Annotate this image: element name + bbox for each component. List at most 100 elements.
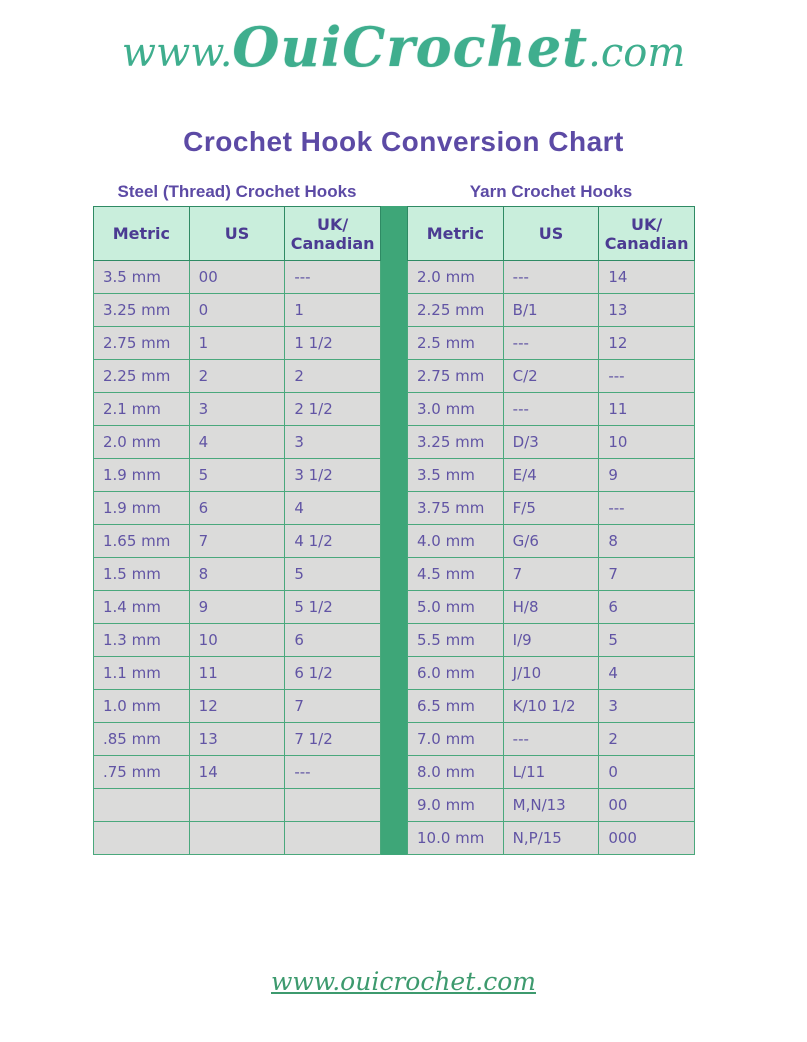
table-cell: 7 [188,524,286,558]
table-row: 3.25 mm D/3 10 [407,425,695,459]
table-cell: 2 [598,722,695,756]
table-row: 4.0 mm G/6 8 [407,524,695,558]
yarn-hooks-body: 2.0 mm --- 14 2.25 mm B/1 13 2.5 mm --- 12 2.75 m… [407,260,695,855]
header-row: Metric US UK/ Canadian [93,206,381,261]
logo-suffix: .com [588,30,686,76]
footer-site-link[interactable]: www.ouicrochet.com [271,967,536,996]
table-cell: 1 [284,293,381,327]
table-row: 1.9 mm 5 3 1/2 [93,458,381,492]
steel-hooks-header: Metric US UK/ Canadian [93,206,381,261]
table-row: 1.1 mm 11 6 1/2 [93,656,381,690]
table-cell: H/8 [502,590,600,624]
table-row: 5.5 mm I/9 5 [407,623,695,657]
table-row: 2.0 mm 4 3 [93,425,381,459]
table-cell: F/5 [502,491,600,525]
table-cell: L/11 [502,755,600,789]
table-cell: --- [502,260,600,294]
table-cell: 7 1/2 [284,722,381,756]
table-cell: 13 [598,293,695,327]
table-cell: 12 [188,689,286,723]
header-metric: Metric [407,206,504,261]
table-cell: 12 [598,326,695,360]
table-cell: 5 [598,623,695,657]
table-cell: 0 [188,293,286,327]
table-row: 7.0 mm --- 2 [407,722,695,756]
table-cell: 3.25 mm [93,293,190,327]
table-cell [188,788,286,822]
table-cell [93,788,190,822]
table-cell: 8 [598,524,695,558]
table-cell: 8.0 mm [407,755,504,789]
table-cell: 2.5 mm [407,326,504,360]
table-cell: 4 [188,425,286,459]
table-cell: N,P/15 [502,821,600,855]
table-cell: 4 1/2 [284,524,381,558]
table-cell: 10.0 mm [407,821,504,855]
table-cell: 6 [284,623,381,657]
table-row: 1.0 mm 12 7 [93,689,381,723]
table-cell: 2 [188,359,286,393]
header-uk-canadian: UK/ Canadian [598,206,695,261]
table-cell: 1.4 mm [93,590,190,624]
table-row: 2.75 mm 1 1 1/2 [93,326,381,360]
site-logo: www.OuiCrochet.com [0,0,807,94]
steel-hooks-table: Metric US UK/ Canadian 3.5 mm 00 --- 3.25 m… [93,206,381,855]
table-row: 2.25 mm 2 2 [93,359,381,393]
table-cell: 9 [598,458,695,492]
table-cell: 5 [284,557,381,591]
table-cell: 4.5 mm [407,557,504,591]
header-uk-canadian: UK/ Canadian [284,206,381,261]
table-cell: 14 [188,755,286,789]
table-cell: I/9 [502,623,600,657]
logo-prefix: www. [121,30,233,76]
table-row: .75 mm 14 --- [93,755,381,789]
table-cell [188,821,286,855]
table-cell: 8 [188,557,286,591]
table-cell: 6.5 mm [407,689,504,723]
table-cell: K/10 1/2 [502,689,600,723]
steel-hooks-body: 3.5 mm 00 --- 3.25 mm 0 1 2.75 mm 1 1 1/2 2.25 mm… [93,260,381,855]
table-cell: 11 [598,392,695,426]
table-cell [284,821,381,855]
table-cell: 7 [502,557,600,591]
yarn-hooks-table: Metric US UK/ Canadian 2.0 mm --- 14 2.25 m… [407,206,695,855]
header-us: US [188,206,286,261]
table-cell: 1 1/2 [284,326,381,360]
table-row: 3.25 mm 0 1 [93,293,381,327]
table-cell: 1.3 mm [93,623,190,657]
table-cell: 11 [188,656,286,690]
table-row: 5.0 mm H/8 6 [407,590,695,624]
table-cell: 000 [598,821,695,855]
table-cell: --- [598,359,695,393]
subtitle-gap [381,182,407,206]
table-cell: --- [284,755,381,789]
table-cell: 5 [188,458,286,492]
table-cell: 2.25 mm [93,359,190,393]
table-row: 3.5 mm 00 --- [93,260,381,294]
table-cell: 9.0 mm [407,788,504,822]
table-cell: M,N/13 [502,788,600,822]
table-cell [284,788,381,822]
table-row: 6.0 mm J/10 4 [407,656,695,690]
table-cell: 3.0 mm [407,392,504,426]
table-cell: 1.9 mm [93,458,190,492]
table-cell: 2.75 mm [407,359,504,393]
table-cell: 2.25 mm [407,293,504,327]
table-cell: 6 [188,491,286,525]
table-row: 1.3 mm 10 6 [93,623,381,657]
table-cell: G/6 [502,524,600,558]
table-cell: 14 [598,260,695,294]
table-row: 2.0 mm --- 14 [407,260,695,294]
table-cell: 3.5 mm [93,260,190,294]
table-cell: 9 [188,590,286,624]
table-row: 3.75 mm F/5 --- [407,491,695,525]
table-cell: E/4 [502,458,600,492]
table-row: 9.0 mm M,N/13 00 [407,788,695,822]
table-cell: 4 [598,656,695,690]
table-cell: D/3 [502,425,600,459]
table-row: 2.75 mm C/2 --- [407,359,695,393]
table-cell: 7 [598,557,695,591]
table-cell: 3.25 mm [407,425,504,459]
table-cell: 6.0 mm [407,656,504,690]
yarn-hooks-header: Metric US UK/ Canadian [407,206,695,261]
